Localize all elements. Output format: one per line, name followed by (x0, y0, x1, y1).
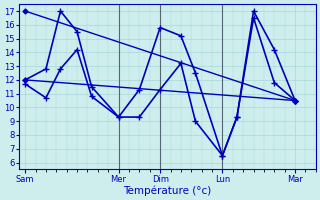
X-axis label: Température (°c): Température (°c) (123, 185, 212, 196)
